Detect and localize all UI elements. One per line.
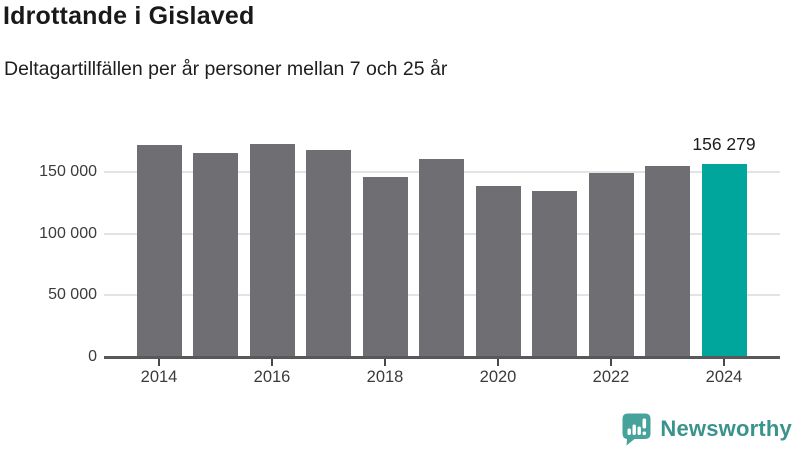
x-axis-label-2024: 2024 (705, 368, 743, 386)
bar-2020 (475, 185, 521, 357)
y-axis-label-150000: 150 000 (39, 163, 97, 180)
x-tick-2014 (158, 359, 160, 366)
x-tick-2020 (497, 359, 499, 366)
x-axis-label-2020: 2020 (479, 368, 517, 386)
chart-title: Idrottande i Gislaved (3, 2, 255, 30)
bar-2024 (701, 164, 747, 357)
x-tick-2018 (384, 359, 386, 366)
brand-footer: Newsworthy (620, 412, 792, 446)
bar-2018 (362, 176, 408, 357)
bar-chart: 0 50 000 100 000 150 000 2014 2016 2018 2020 202… (39, 134, 780, 386)
x-tick-2024 (723, 359, 725, 366)
bar-2021 (532, 190, 577, 357)
bar-2016 (249, 144, 295, 357)
x-axis-label-2014: 2014 (140, 368, 178, 386)
x-tick-2022 (610, 359, 612, 366)
chart-subtitle: Deltagartillfällen per år personer mella… (4, 58, 448, 80)
bar-2022 (588, 173, 634, 357)
x-axis-label-2022: 2022 (592, 368, 630, 386)
newsworthy-logo-icon (622, 413, 651, 446)
y-axis-label-100000: 100 000 (39, 224, 97, 242)
bar-2023 (645, 166, 690, 357)
x-axis-label-2016: 2016 (253, 368, 291, 386)
brand-name: Newsworthy (660, 416, 792, 441)
y-axis-label-50000: 50 000 (48, 286, 97, 304)
bar-2019 (419, 159, 464, 357)
y-axis-label-0: 0 (88, 348, 97, 365)
x-axis-line (104, 356, 780, 359)
bar-2014 (136, 145, 182, 357)
bar-2015 (193, 152, 238, 357)
value-label-2024: 156 279 (692, 134, 756, 155)
bar-2017 (306, 150, 351, 357)
x-tick-2016 (271, 359, 273, 366)
x-axis-label-2018: 2018 (366, 368, 404, 386)
